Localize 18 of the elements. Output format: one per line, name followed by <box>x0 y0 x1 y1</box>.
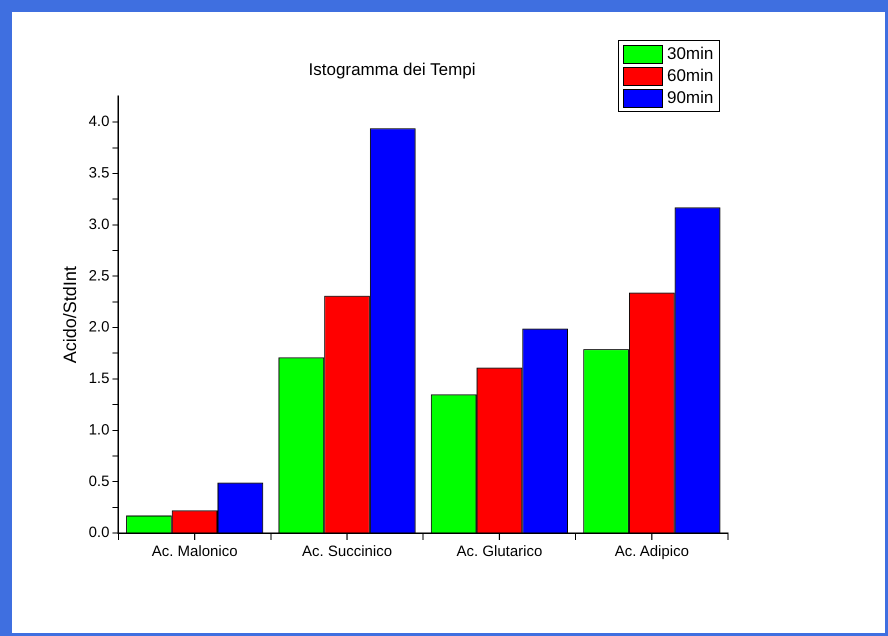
x-tick-label: Ac. Malonico <box>152 543 238 560</box>
y-tick-label: 1.5 <box>88 370 110 388</box>
y-axis-title: Acido/StdInt <box>60 266 80 364</box>
y-tick-label: 0.5 <box>88 472 110 490</box>
y-tick-label: 4.0 <box>88 113 110 130</box>
x-tick-label: Ac. Glutarico <box>456 543 542 560</box>
chart-title: Istogramma dei Tempi <box>308 60 476 79</box>
y-tick-label: 3.0 <box>88 216 110 233</box>
y-tick-label: 2.5 <box>88 267 110 284</box>
y-tick-label: 3.5 <box>88 164 110 182</box>
legend-label: 30min <box>667 44 714 64</box>
y-tick-label: 2.0 <box>88 318 110 336</box>
y-tick-label: 0.0 <box>88 524 110 542</box>
y-tick-label: 1.0 <box>88 421 110 438</box>
x-tick-label: Ac. Adipico <box>614 543 689 560</box>
legend-label: 60min <box>667 66 714 86</box>
legend-label: 90min <box>667 88 714 108</box>
x-tick-label: Ac. Succinico <box>302 543 392 560</box>
